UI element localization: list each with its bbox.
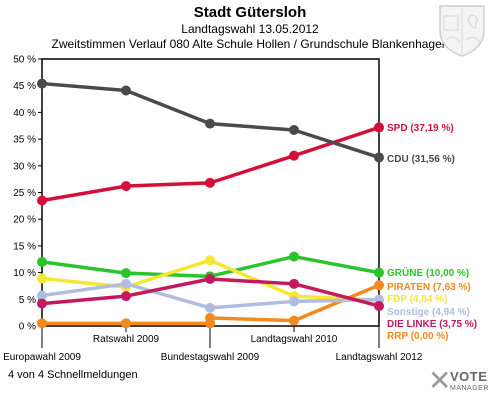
footer-note: 4 von 4 Schnellmeldungen xyxy=(8,369,138,381)
data-point-fdp xyxy=(37,273,47,284)
y-tick-label: 30 % xyxy=(13,161,36,172)
data-point-sonstige xyxy=(121,278,131,289)
x-tick-label: Landtagswahl 2012 xyxy=(336,352,423,363)
vote-manager-logo: ✕ VOTE MANAGER xyxy=(428,366,498,398)
series-label-die-linke: DIE LINKE (3,75 %) xyxy=(387,319,477,330)
y-tick-label: 35 % xyxy=(13,135,36,146)
chart-description: Zweitstimmen Verlauf 080 Alte Schule Hol… xyxy=(51,37,449,51)
data-point-cdu xyxy=(289,125,299,136)
data-point-die-linke xyxy=(374,300,384,311)
y-tick-label: 5 % xyxy=(19,295,36,306)
data-point-rrp xyxy=(37,318,47,329)
series-label-fdp: FDP (4,84 %) xyxy=(387,294,447,305)
data-point-sonstige xyxy=(205,302,215,313)
data-point-piraten xyxy=(374,280,384,291)
data-point-die-linke xyxy=(289,278,299,289)
coat-of-arms-icon xyxy=(439,5,485,57)
y-tick-label: 15 % xyxy=(13,241,36,252)
data-point-spd xyxy=(121,181,131,192)
x-tick-label: Europawahl 2009 xyxy=(3,352,81,363)
data-point-rrp xyxy=(205,318,215,329)
chart-titles: Stadt Gütersloh Landtagswahl 13.05.2012 … xyxy=(0,0,500,52)
x-tick-label: Ratswahl 2009 xyxy=(93,334,160,345)
x-tick-label: Landtagswahl 2010 xyxy=(251,334,338,345)
y-tick-label: 0 % xyxy=(19,322,36,333)
x-mark-icon: ✕ xyxy=(428,364,452,397)
series-label-sonstige: Sonstige (4,94 %) xyxy=(387,307,470,318)
data-point-die-linke xyxy=(121,291,131,302)
series-label-cdu: CDU (31,56 %) xyxy=(387,154,455,165)
data-point-gruene xyxy=(374,267,384,278)
data-point-die-linke xyxy=(205,274,215,285)
data-point-cdu xyxy=(374,152,384,163)
y-tick-label: 10 % xyxy=(13,268,36,279)
x-tick-label: Bundestagswahl 2009 xyxy=(161,352,260,363)
y-tick-label: 40 % xyxy=(13,108,36,119)
data-point-sonstige xyxy=(37,290,47,301)
data-point-sonstige xyxy=(289,296,299,307)
data-point-spd xyxy=(289,150,299,161)
logo-text-manager: MANAGER xyxy=(450,385,489,392)
data-point-gruene xyxy=(121,268,131,279)
data-point-gruene xyxy=(37,256,47,267)
data-point-cdu xyxy=(121,85,131,96)
data-point-die-linke xyxy=(37,298,47,309)
logo-text-vote: VOTE xyxy=(450,369,488,384)
series-label-gruene: GRÜNE (10,00 %) xyxy=(387,266,469,279)
chart-title: Stadt Gütersloh xyxy=(193,4,307,21)
series-label-spd: SPD (37,19 %) xyxy=(387,123,454,134)
y-tick-label: 45 % xyxy=(13,81,36,92)
data-point-cdu xyxy=(205,118,215,129)
data-point-gruene xyxy=(289,251,299,262)
data-point-spd xyxy=(205,177,215,188)
data-point-cdu xyxy=(37,78,47,89)
series-label-rrp: RRP (0,00 %) xyxy=(387,331,449,342)
data-point-piraten xyxy=(289,315,299,326)
series-line-spd xyxy=(41,125,380,203)
data-point-fdp xyxy=(205,255,215,266)
y-tick-label: 20 % xyxy=(13,215,36,226)
data-point-spd xyxy=(374,122,384,133)
y-tick-label: 25 % xyxy=(13,188,36,199)
data-point-rrp xyxy=(121,318,131,329)
chart-subtitle: Landtagswahl 13.05.2012 xyxy=(181,22,319,36)
data-point-spd xyxy=(37,195,47,206)
series-label-piraten: PIRATEN (7,63 %) xyxy=(387,282,471,293)
y-tick-label: 50 % xyxy=(13,55,36,66)
